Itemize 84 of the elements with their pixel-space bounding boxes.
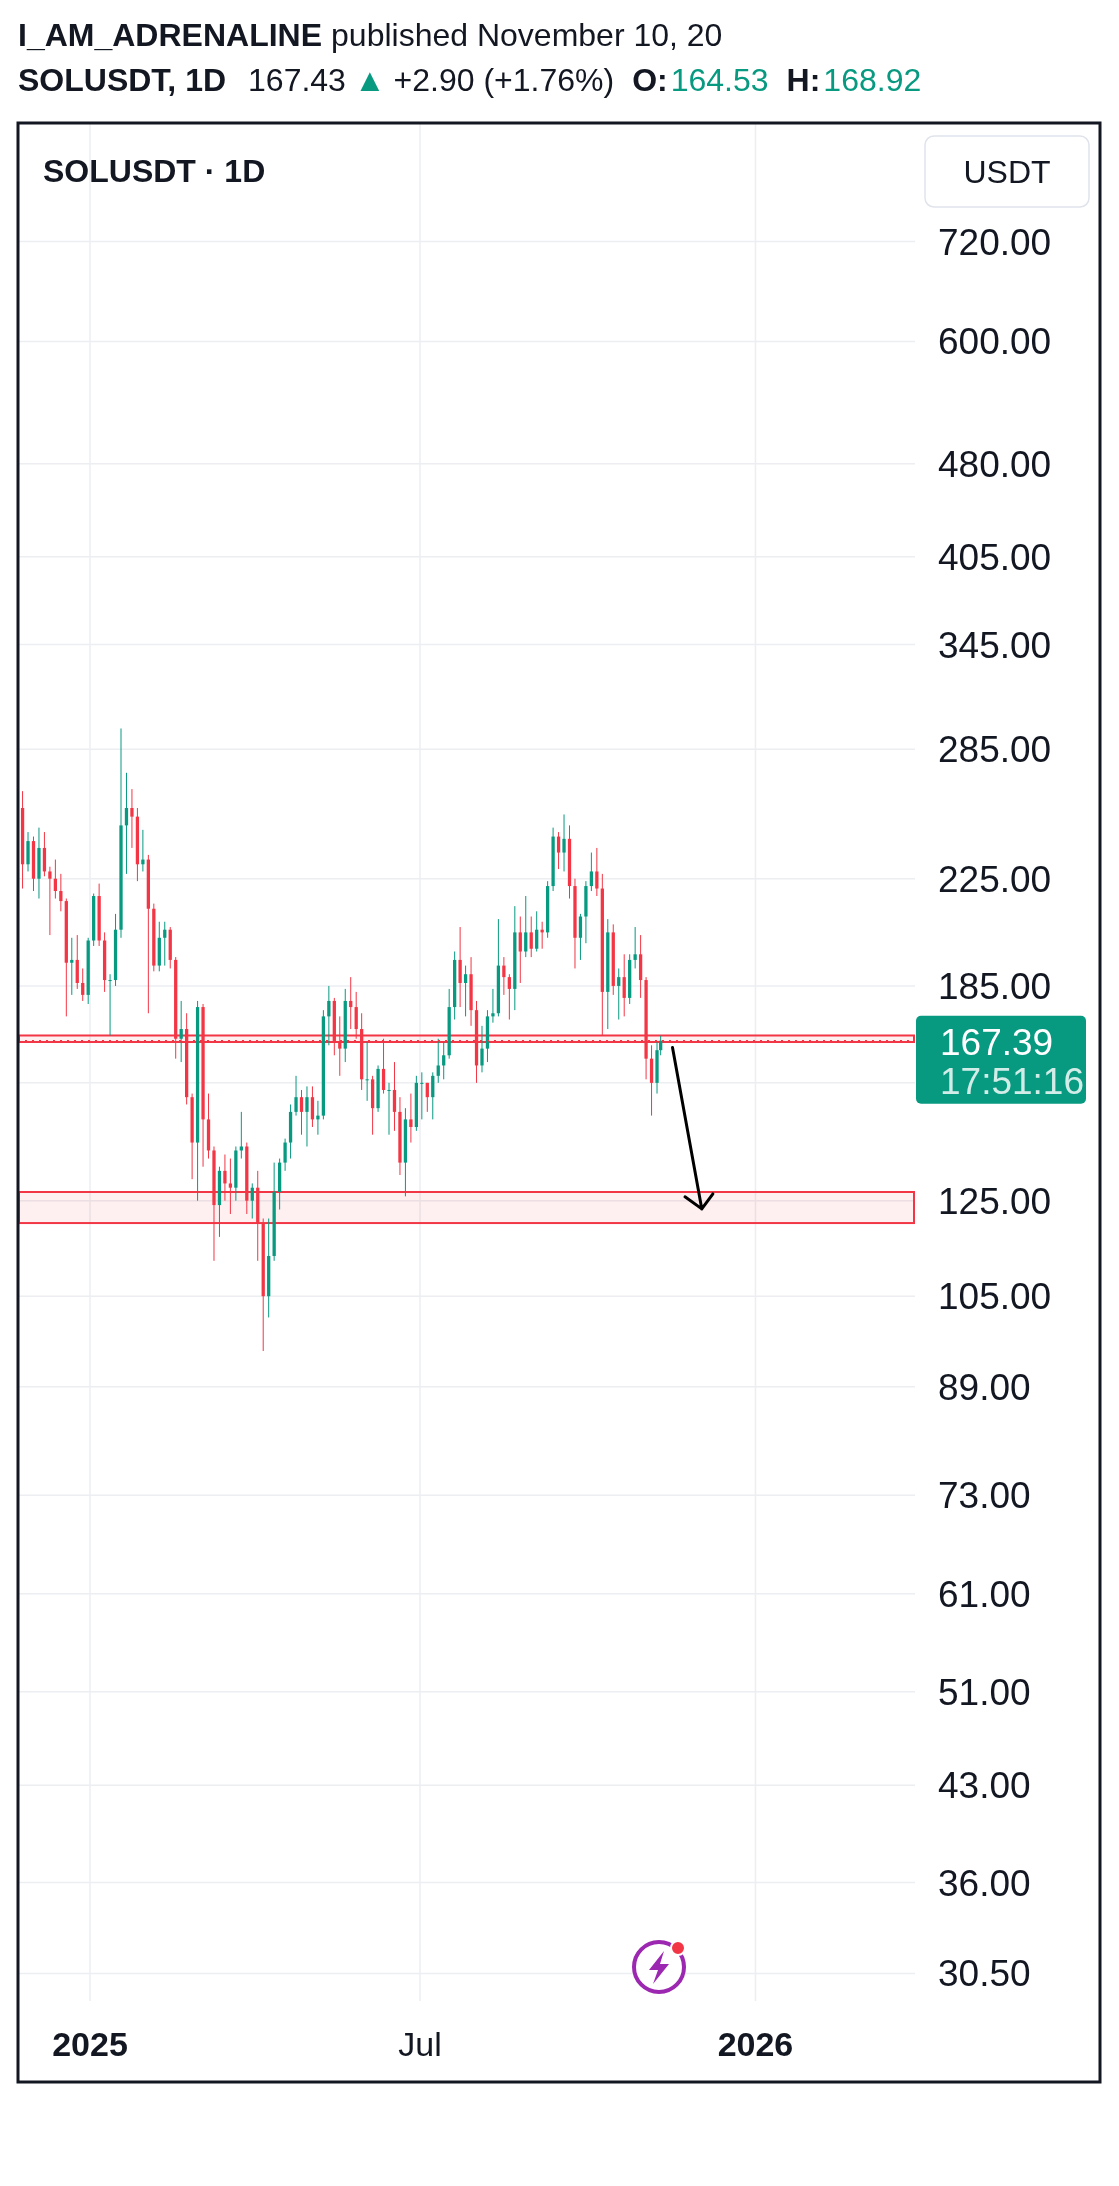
- candlestick: [53, 859, 58, 900]
- candlestick: [141, 829, 145, 872]
- y-tick-label: 720.00: [938, 221, 1052, 263]
- text: SOLUSDT · 1D: [43, 153, 266, 189]
- candlestick: [556, 831, 561, 870]
- text: published November 10, 20: [331, 16, 723, 55]
- x-tick-label: 2026: [717, 2025, 794, 2063]
- ref-line-label: 167.39: [940, 1021, 1054, 1063]
- candlestick: [480, 1025, 484, 1073]
- candlestick: [283, 1138, 287, 1172]
- y-tick-label: 405.00: [938, 536, 1052, 578]
- candlestick: [316, 1100, 320, 1136]
- candlestick: [502, 956, 506, 996]
- text: ▲: [353, 61, 386, 100]
- text: +2.90 (+1.76%): [393, 61, 615, 100]
- x-tick-label: 2025: [52, 2025, 128, 2063]
- candlestick: [59, 873, 63, 912]
- candlestick: [239, 1111, 243, 1160]
- candlestick: [535, 910, 539, 953]
- candlestick: [75, 934, 79, 990]
- candlestick: [463, 965, 468, 1017]
- y-tick-label: 185.00: [938, 965, 1052, 1007]
- y-axis-title: USDT: [963, 154, 1051, 190]
- candlestick: [223, 1153, 227, 1202]
- y-tick-label: 480.00: [938, 443, 1052, 485]
- y-tick-label: 73.00: [938, 1474, 1031, 1516]
- text: 167.43: [248, 61, 346, 100]
- y-tick-label: 600.00: [938, 320, 1052, 362]
- y-tick-label: 89.00: [938, 1366, 1031, 1408]
- candlestick: [392, 1061, 397, 1132]
- y-tick-label: 285.00: [938, 728, 1052, 770]
- candlestick: [617, 967, 621, 1021]
- candlestick: [250, 1182, 254, 1220]
- candlestick: [294, 1075, 298, 1117]
- text: H:: [786, 61, 821, 100]
- candlestick: [442, 1041, 446, 1080]
- text: SOLUSDT, 1D: [18, 61, 227, 100]
- candlestick: [458, 926, 462, 1008]
- candlestick: [529, 916, 533, 958]
- candlestick: [578, 913, 583, 961]
- candlestick: [507, 973, 511, 1021]
- candlestick: [387, 1082, 391, 1136]
- candlestick: [431, 1071, 435, 1120]
- candlestick: [48, 866, 52, 936]
- candlestick: [420, 1071, 424, 1120]
- y-tick-label: 105.00: [938, 1275, 1052, 1317]
- text: 168.92: [823, 61, 922, 100]
- candlestick: [595, 847, 599, 897]
- candlestick: [305, 1085, 309, 1147]
- candlestick: [42, 831, 47, 877]
- candlestick: [622, 953, 626, 1017]
- candlestick: [365, 1041, 369, 1102]
- text: 164.53: [670, 61, 769, 100]
- candlestick: [491, 988, 495, 1024]
- y-tick-label: 30.50: [938, 1952, 1031, 1994]
- y-tick-label: 51.00: [938, 1671, 1031, 1713]
- candlestick: [70, 937, 74, 996]
- text: 17:51:16: [940, 1060, 1085, 1102]
- candlestick: [436, 1038, 440, 1084]
- y-tick-label: 43.00: [938, 1764, 1031, 1806]
- y-tick-label: 36.00: [938, 1862, 1031, 1904]
- candlestick: [349, 976, 353, 1030]
- candlestick: [108, 973, 112, 1036]
- candlestick: [26, 831, 30, 872]
- candlestick: [228, 1158, 233, 1215]
- text: O:: [632, 61, 668, 100]
- y-tick-label: 345.00: [938, 624, 1052, 666]
- candlestick: [179, 1000, 183, 1063]
- candlestick: [81, 967, 85, 1002]
- candlestick: [633, 926, 637, 969]
- candlestick: [354, 991, 358, 1040]
- candlestick: [562, 813, 566, 872]
- candlestick: [310, 1085, 315, 1128]
- candlestick: [130, 788, 134, 849]
- candlestick: [518, 916, 522, 984]
- y-tick-label: 225.00: [938, 858, 1052, 900]
- text: I_AM_ADRENALINE: [18, 16, 323, 55]
- y-tick-label: 61.00: [938, 1573, 1031, 1615]
- y-tick-label: 125.00: [938, 1180, 1052, 1222]
- candlestick: [409, 1093, 413, 1144]
- candlestick: [524, 895, 528, 958]
- x-tick-label: Jul: [398, 2025, 442, 2063]
- candlestick: [589, 852, 594, 892]
- candlestick: [299, 1089, 304, 1136]
